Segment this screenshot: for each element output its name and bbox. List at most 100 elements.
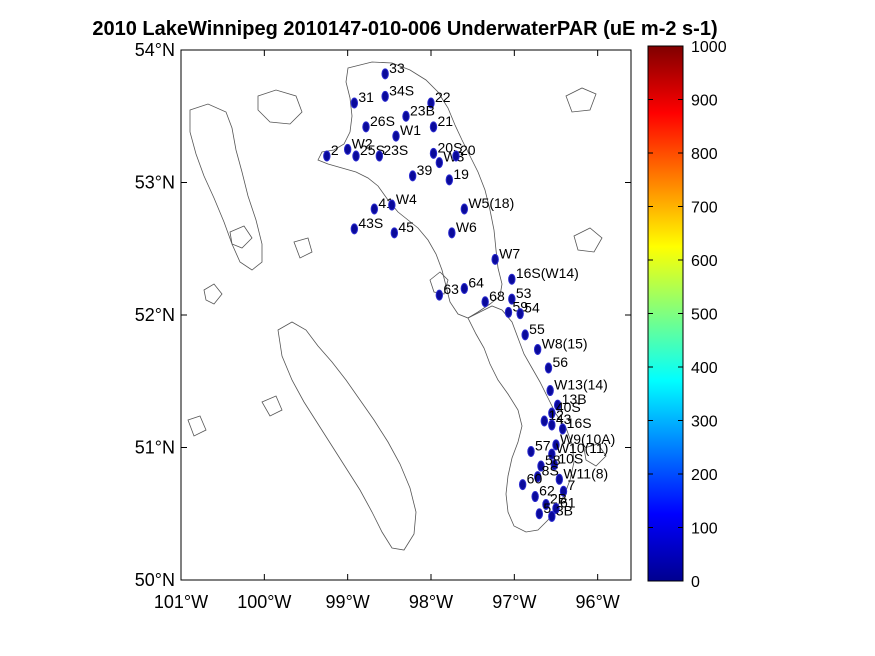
small-lake [573, 227, 603, 253]
station-label: 23B [410, 102, 435, 118]
station-marker [481, 296, 489, 308]
station-label: 16S [567, 415, 592, 431]
x-tick-label: 98°W [409, 592, 453, 612]
small-lake [261, 395, 283, 417]
station-label: 16S(W14) [516, 265, 579, 281]
station-label: 56 [553, 354, 569, 370]
station-marker [452, 150, 460, 162]
station-marker [533, 471, 542, 483]
station-label: W7 [499, 245, 520, 261]
colorbar-tick-label: 1000 [691, 39, 727, 56]
small-lake [293, 237, 313, 259]
station-marker [552, 439, 560, 451]
small-lake [229, 225, 253, 249]
station-marker [491, 253, 499, 265]
station-label: 43 [556, 411, 572, 427]
station-label: W5(18) [468, 195, 514, 211]
station-marker [435, 289, 444, 301]
colorbar-tick-label: 800 [691, 146, 718, 163]
station-label: 57 [535, 437, 551, 453]
station-label: 59 [513, 298, 529, 314]
station-label: 39 [417, 162, 433, 178]
station-marker [544, 362, 553, 374]
station-marker [352, 150, 360, 162]
station-marker [445, 174, 454, 186]
station-marker [535, 508, 544, 520]
station-marker [555, 473, 564, 485]
station-label: W4 [396, 191, 417, 207]
colorbar-tick-label: 600 [691, 253, 718, 270]
colorbar-tick-label: 400 [691, 360, 718, 377]
y-tick-label: 51°N [135, 438, 175, 458]
y-axis: 50°N 51°N 52°N 53°N 54°N [135, 40, 631, 590]
lake-island [429, 271, 449, 295]
station-label: 12 [548, 407, 564, 423]
station-marker [323, 150, 331, 162]
station-marker [375, 150, 384, 162]
station-label: 54 [524, 300, 540, 316]
station-marker [504, 306, 513, 318]
colorbar-tick-label: 500 [691, 307, 718, 324]
colorbar [647, 45, 684, 582]
station-label: 33 [389, 60, 405, 76]
station-marker [392, 130, 400, 142]
station-marker [402, 110, 410, 122]
x-tick-label: 96°W [576, 592, 620, 612]
chart-title: 2010 LakeWinnipeg 2010147-010-006 Underw… [92, 18, 718, 40]
station-marker [508, 273, 516, 285]
station-marker [533, 343, 542, 355]
station-marker [381, 90, 389, 102]
x-axis: 101°W 100°W 99°W 98°W 97°W 96°W [154, 50, 620, 612]
small-lake [203, 283, 223, 305]
y-tick-label: 50°N [135, 570, 175, 590]
cedar-lake [257, 89, 303, 125]
station-marker [388, 199, 396, 211]
station-marker [516, 308, 524, 320]
colorbar-tick-label: 900 [691, 93, 718, 110]
station-marker [540, 415, 549, 427]
station-marker [553, 399, 562, 411]
station-label: 19 [453, 166, 469, 182]
station-marker [350, 97, 359, 109]
x-tick-label: 99°W [326, 592, 370, 612]
station-marker [558, 423, 567, 435]
station-label: 58 [545, 452, 561, 468]
station-label: 26S [370, 113, 395, 129]
station-label: 10S [558, 451, 583, 467]
station-label: 34S [389, 82, 414, 98]
station-label: W13(14) [554, 377, 608, 393]
station-label: 22 [435, 89, 451, 105]
station-label: W6 [456, 219, 477, 235]
station-label: 63 [443, 281, 459, 297]
station-marker [531, 491, 539, 503]
small-lake [187, 415, 207, 437]
x-tick-label: 97°W [492, 592, 536, 612]
lake-winnipegosis [189, 103, 263, 271]
station-marker [527, 445, 535, 457]
lake-manitoba [277, 321, 417, 551]
station-label: 8S [542, 463, 559, 479]
lake-winnipeg-north-basin [317, 61, 503, 319]
colorbar-ticks: 0 100 200 300 400 500 600 700 800 900 1000 [648, 39, 727, 591]
station-marker [548, 419, 556, 431]
station-marker [350, 223, 359, 235]
station-label: 45 [398, 219, 414, 235]
station-marker [429, 147, 438, 159]
station-label: W8(15) [542, 335, 588, 351]
colorbar-tick-label: 700 [691, 200, 718, 217]
station-marker [548, 510, 556, 522]
station-marker [460, 203, 469, 215]
station-label: 13B [562, 391, 587, 407]
colorbar-tick-label: 0 [691, 574, 700, 591]
station-label: W10(11) [556, 440, 609, 456]
y-tick-label: 53°N [135, 173, 175, 193]
station-marker [548, 448, 556, 460]
station-marker [518, 479, 527, 491]
station-marker [550, 459, 559, 471]
station-marker [362, 121, 370, 133]
station-marker [460, 283, 469, 294]
station-label: 61 [560, 494, 576, 510]
station-marker [521, 329, 529, 341]
station-marker [559, 485, 568, 497]
